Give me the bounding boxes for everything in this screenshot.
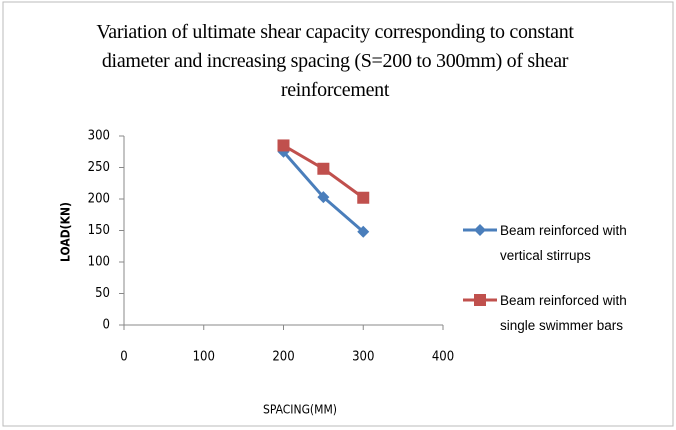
x-tick-label: 0 [120,350,127,365]
data-point [357,225,370,238]
data-point [277,139,290,152]
legend-label: Beam reinforced with single swimmer bars [500,293,627,333]
y-tick-label: 250 [88,160,110,175]
y-tick-label: 150 [88,223,110,238]
chart-title: Variation of ultimate shear capacity cor… [96,21,574,101]
x-tick-label: 400 [432,350,454,365]
data-point [357,191,370,204]
x-tick-label: 200 [272,350,294,365]
legend-marker [474,294,486,306]
legend-marker [474,224,486,236]
y-tick-label: 300 [88,129,110,144]
x-axis-label: SPACING(MM) [263,403,337,417]
x-tick-label: 100 [193,350,215,365]
y-tick-label: 0 [103,318,110,333]
legend-label: Beam reinforced with vertical stirrups [500,223,627,263]
y-tick-label: 50 [95,286,110,301]
data-point [317,162,330,175]
data-point [317,191,330,204]
y-tick-label: 100 [88,255,110,270]
y-tick-label: 200 [88,192,110,207]
y-axis-label: LOAD(KN) [59,202,73,262]
x-tick-label: 300 [352,350,374,365]
